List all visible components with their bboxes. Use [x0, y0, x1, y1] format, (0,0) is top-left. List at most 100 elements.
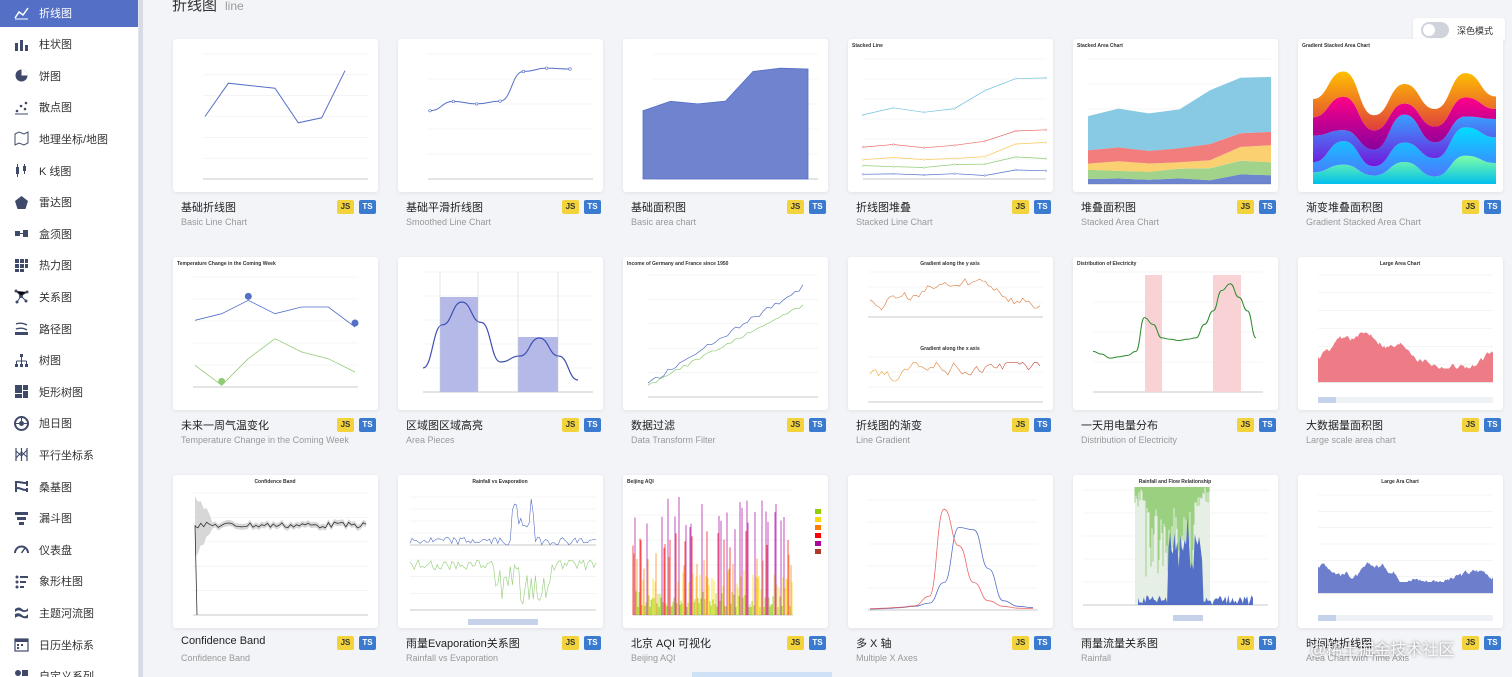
example-thumbnail[interactable]	[173, 39, 378, 192]
js-badge[interactable]: JS	[1462, 200, 1479, 214]
example-thumbnail[interactable]	[398, 257, 603, 410]
sidebar-item-treemap[interactable]: 矩形树图	[0, 377, 138, 406]
js-badge[interactable]: JS	[1012, 636, 1029, 650]
card-title[interactable]: 北京 AQI 可视化	[631, 638, 712, 650]
example-card-gradient-stacked[interactable]: Gradient Stacked Area Chart 渐变堆叠面积图 Gradie…	[1298, 39, 1503, 239]
ts-badge[interactable]: TS	[809, 200, 826, 214]
js-badge[interactable]: JS	[562, 200, 579, 214]
example-thumbnail[interactable]	[623, 39, 828, 192]
example-card-rainfall-flow[interactable]: Rainfall and Flow Relationship 雨量流量关系图 Rai…	[1073, 475, 1278, 675]
card-title[interactable]: 基础平滑折线图	[406, 202, 483, 214]
example-thumbnail[interactable]: Large Ara Chart	[1298, 475, 1503, 628]
card-title[interactable]: 一天用电量分布	[1081, 420, 1158, 432]
sidebar-item-calendar[interactable]: 日历坐标系	[0, 630, 138, 659]
example-card-large-area[interactable]: Large Area Chart 大数据量面积图 Large scale area …	[1298, 257, 1503, 457]
ts-badge[interactable]: TS	[1484, 200, 1501, 214]
js-badge[interactable]: JS	[787, 636, 804, 650]
card-title[interactable]: 基础折线图	[181, 202, 236, 214]
example-card-data-filter[interactable]: Income of Germany and France since 1950 数…	[623, 257, 828, 457]
example-thumbnail[interactable]: Temperature Change in the Coming Week	[173, 257, 378, 410]
ts-badge[interactable]: TS	[1034, 636, 1051, 650]
example-thumbnail[interactable]: Distribution of Electricity	[1073, 257, 1278, 410]
js-badge[interactable]: JS	[562, 418, 579, 432]
ts-badge[interactable]: TS	[359, 418, 376, 432]
sidebar-item-sunburst[interactable]: 旭日图	[0, 409, 138, 438]
example-thumbnail[interactable]: Stacked Line	[848, 39, 1053, 192]
example-card-line-gradient[interactable]: Gradient along the y axis Gradient along …	[848, 257, 1053, 457]
sidebar-item-tree[interactable]: 树图	[0, 346, 138, 375]
ts-badge[interactable]: TS	[1034, 200, 1051, 214]
example-card-rain-evap[interactable]: Rainfall vs Evaporation 雨量Evaporation关系图 R…	[398, 475, 603, 675]
dark-mode-switch[interactable]	[1421, 22, 1449, 38]
js-badge[interactable]: JS	[1462, 418, 1479, 432]
js-badge[interactable]: JS	[1237, 418, 1254, 432]
example-thumbnail[interactable]	[848, 475, 1053, 628]
example-thumbnail[interactable]: Confidence Band	[173, 475, 378, 628]
sidebar-scrollbar[interactable]	[139, 0, 143, 677]
sidebar-item-radar[interactable]: 雷达图	[0, 188, 138, 217]
card-title[interactable]: 折线图堆叠	[856, 202, 911, 214]
sidebar-item-theme-river[interactable]: 主题河流图	[0, 598, 138, 627]
js-badge[interactable]: JS	[787, 200, 804, 214]
ts-badge[interactable]: TS	[1259, 418, 1276, 432]
sidebar-item-boxplot[interactable]: 盒须图	[0, 219, 138, 248]
example-thumbnail[interactable]	[398, 39, 603, 192]
card-title[interactable]: 多 X 轴	[856, 638, 892, 650]
example-card-basic-line[interactable]: 基础折线图 Basic Line Chart JS TS	[173, 39, 378, 239]
sidebar-item-pie-chart[interactable]: 饼图	[0, 61, 138, 90]
ts-badge[interactable]: TS	[1034, 418, 1051, 432]
ts-badge[interactable]: TS	[1259, 200, 1276, 214]
example-thumbnail[interactable]: Rainfall vs Evaporation	[398, 475, 603, 628]
card-title[interactable]: 区域图区域高亮	[406, 420, 483, 432]
example-card-multi-x[interactable]: 多 X 轴 Multiple X Axes JS TS	[848, 475, 1053, 675]
sidebar-item-scatter-chart[interactable]: 散点图	[0, 93, 138, 122]
example-card-temperature[interactable]: Temperature Change in the Coming Week 未来一…	[173, 257, 378, 457]
ts-badge[interactable]: TS	[584, 418, 601, 432]
example-card-time-area[interactable]: Large Ara Chart 时间轴折线图 Area Chart with Tim…	[1298, 475, 1503, 675]
example-card-stacked-line[interactable]: Stacked Line 折线图堆叠 Stacked Line Chart JS TS	[848, 39, 1053, 239]
example-thumbnail[interactable]: Rainfall and Flow Relationship	[1073, 475, 1278, 628]
js-badge[interactable]: JS	[337, 200, 354, 214]
ts-badge[interactable]: TS	[584, 200, 601, 214]
sidebar-item-bar-chart[interactable]: 柱状图	[0, 30, 138, 59]
js-badge[interactable]: JS	[1237, 200, 1254, 214]
card-title[interactable]: 渐变堆叠面积图	[1306, 202, 1383, 214]
ts-badge[interactable]: TS	[1484, 636, 1501, 650]
js-badge[interactable]: JS	[787, 418, 804, 432]
card-title[interactable]: 大数据量面积图	[1306, 420, 1383, 432]
js-badge[interactable]: JS	[1012, 200, 1029, 214]
sidebar-item-funnel[interactable]: 漏斗图	[0, 504, 138, 533]
example-card-aqi[interactable]: Beijing AQI 北京 AQI 可视化 Beijing AQI JS TS	[623, 475, 828, 675]
example-thumbnail[interactable]: Beijing AQI	[623, 475, 828, 628]
card-title[interactable]: 数据过滤	[631, 420, 675, 432]
example-card-stacked-area[interactable]: Stacked Area Chart 堆叠面积图 Stacked Area Char…	[1073, 39, 1278, 239]
ts-badge[interactable]: TS	[1259, 636, 1276, 650]
card-title[interactable]: 雨量Evaporation关系图	[406, 638, 520, 650]
ts-badge[interactable]: TS	[359, 636, 376, 650]
sidebar-item-map[interactable]: 地理坐标/地图	[0, 124, 138, 153]
sidebar-item-graph[interactable]: 关系图	[0, 282, 138, 311]
card-title[interactable]: 时间轴折线图	[1306, 638, 1372, 650]
ts-badge[interactable]: TS	[809, 636, 826, 650]
sidebar-item-gauge[interactable]: 仪表盘	[0, 535, 138, 564]
example-thumbnail[interactable]: Large Area Chart	[1298, 257, 1503, 410]
example-thumbnail[interactable]: Gradient along the y axis Gradient along …	[848, 257, 1053, 410]
card-title[interactable]: 堆叠面积图	[1081, 202, 1136, 214]
sidebar-item-lines[interactable]: 路径图	[0, 314, 138, 343]
example-card-area-pieces[interactable]: 区域图区域高亮 Area Pieces JS TS	[398, 257, 603, 457]
example-card-electricity[interactable]: Distribution of Electricity 一天用电量分布 Distri…	[1073, 257, 1278, 457]
dark-mode-toggle[interactable]: 深色模式	[1413, 18, 1505, 42]
js-badge[interactable]: JS	[1462, 636, 1479, 650]
sidebar-item-heatmap[interactable]: 热力图	[0, 251, 138, 280]
card-title[interactable]: Confidence Band	[181, 635, 266, 647]
sidebar-item-candlestick[interactable]: K 线图	[0, 156, 138, 185]
example-thumbnail[interactable]: Gradient Stacked Area Chart	[1298, 39, 1503, 192]
ts-badge[interactable]: TS	[1484, 418, 1501, 432]
ts-badge[interactable]: TS	[359, 200, 376, 214]
example-thumbnail[interactable]: Stacked Area Chart	[1073, 39, 1278, 192]
sidebar-item-custom-series[interactable]: 自定义系列	[0, 662, 138, 677]
card-title[interactable]: 折线图的渐变	[856, 420, 922, 432]
example-thumbnail[interactable]: Income of Germany and France since 1950	[623, 257, 828, 410]
sidebar-item-pictorial-bar[interactable]: 象形柱图	[0, 567, 138, 596]
sidebar-item-parallel[interactable]: 平行坐标系	[0, 440, 138, 469]
